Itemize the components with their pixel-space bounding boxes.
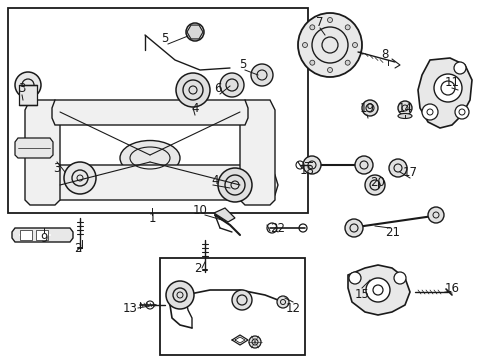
Circle shape bbox=[345, 219, 363, 237]
Polygon shape bbox=[187, 25, 203, 39]
Text: 15: 15 bbox=[355, 288, 369, 302]
Circle shape bbox=[303, 156, 321, 174]
Text: 18: 18 bbox=[299, 163, 315, 176]
Text: 4: 4 bbox=[211, 174, 219, 186]
Circle shape bbox=[349, 272, 361, 284]
Circle shape bbox=[251, 64, 273, 86]
Circle shape bbox=[389, 159, 407, 177]
Circle shape bbox=[176, 73, 210, 107]
Polygon shape bbox=[19, 85, 37, 105]
Text: 21: 21 bbox=[386, 225, 400, 238]
Polygon shape bbox=[27, 165, 278, 200]
Text: 20: 20 bbox=[370, 175, 386, 189]
Circle shape bbox=[310, 60, 315, 65]
Circle shape bbox=[327, 68, 333, 72]
Bar bbox=[20, 230, 32, 240]
Text: 3: 3 bbox=[53, 162, 61, 175]
Circle shape bbox=[362, 100, 378, 116]
Text: 11: 11 bbox=[444, 76, 460, 89]
Polygon shape bbox=[25, 100, 60, 205]
Circle shape bbox=[428, 207, 444, 223]
Ellipse shape bbox=[120, 140, 180, 175]
Circle shape bbox=[352, 42, 358, 48]
Circle shape bbox=[366, 278, 390, 302]
Circle shape bbox=[15, 72, 41, 98]
Circle shape bbox=[310, 25, 315, 30]
Polygon shape bbox=[418, 58, 472, 128]
Text: 5: 5 bbox=[239, 58, 246, 72]
Text: 19: 19 bbox=[360, 102, 374, 114]
Circle shape bbox=[277, 296, 289, 308]
Polygon shape bbox=[240, 100, 275, 205]
Circle shape bbox=[365, 175, 385, 195]
Circle shape bbox=[166, 281, 194, 309]
Text: 7: 7 bbox=[316, 15, 324, 28]
Text: 17: 17 bbox=[402, 166, 417, 179]
Text: 8: 8 bbox=[381, 49, 389, 62]
Circle shape bbox=[298, 13, 362, 77]
Circle shape bbox=[434, 74, 462, 102]
Bar bbox=[8, 8, 308, 213]
Circle shape bbox=[355, 156, 373, 174]
Text: 4: 4 bbox=[191, 102, 199, 114]
Circle shape bbox=[345, 25, 350, 30]
Polygon shape bbox=[52, 100, 248, 125]
Circle shape bbox=[186, 23, 204, 41]
Polygon shape bbox=[348, 265, 410, 315]
Text: 10: 10 bbox=[193, 203, 207, 216]
Circle shape bbox=[249, 336, 261, 348]
Text: 2: 2 bbox=[74, 242, 82, 255]
Circle shape bbox=[394, 272, 406, 284]
Circle shape bbox=[220, 73, 244, 97]
Circle shape bbox=[327, 18, 333, 22]
Circle shape bbox=[454, 62, 466, 74]
Text: 22: 22 bbox=[270, 221, 286, 234]
Text: 6: 6 bbox=[214, 81, 222, 94]
Polygon shape bbox=[15, 138, 53, 158]
Circle shape bbox=[302, 42, 308, 48]
Bar bbox=[160, 258, 305, 355]
Text: 9: 9 bbox=[40, 231, 48, 244]
Ellipse shape bbox=[398, 113, 412, 118]
Text: 3: 3 bbox=[18, 81, 25, 94]
Bar bbox=[36, 230, 48, 240]
Text: 13: 13 bbox=[122, 302, 137, 315]
Text: 1: 1 bbox=[148, 211, 156, 225]
Circle shape bbox=[64, 162, 96, 194]
Polygon shape bbox=[12, 228, 73, 242]
Circle shape bbox=[218, 168, 252, 202]
Circle shape bbox=[345, 60, 350, 65]
Circle shape bbox=[398, 101, 412, 115]
Circle shape bbox=[232, 290, 252, 310]
Text: 14: 14 bbox=[397, 102, 413, 114]
Circle shape bbox=[455, 105, 469, 119]
Polygon shape bbox=[214, 208, 235, 222]
Circle shape bbox=[422, 104, 438, 120]
Text: 5: 5 bbox=[161, 31, 169, 45]
Text: 12: 12 bbox=[286, 302, 300, 315]
Text: 16: 16 bbox=[444, 282, 460, 294]
Text: 2: 2 bbox=[194, 261, 202, 274]
